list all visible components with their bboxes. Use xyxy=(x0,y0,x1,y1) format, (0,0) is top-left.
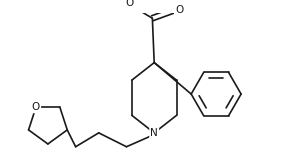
Text: O: O xyxy=(32,102,40,112)
Text: O: O xyxy=(175,5,183,15)
Text: N: N xyxy=(150,128,158,138)
Text: O: O xyxy=(125,0,133,8)
